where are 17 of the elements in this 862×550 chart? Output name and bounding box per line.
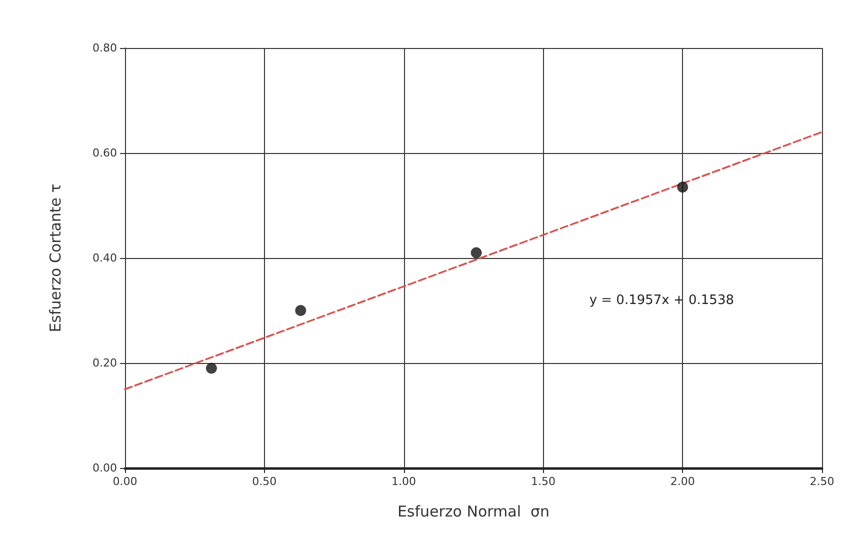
point — [206, 362, 217, 374]
x-tick-label: 0.00 — [112, 475, 138, 488]
x-tick-label: 1.00 — [392, 475, 416, 488]
y-tick-label: 0.80 — [92, 42, 117, 54]
x-tick-label: 2.00 — [670, 475, 695, 488]
x-axis-title: Esfuerzo Normal σn — [397, 502, 550, 520]
point — [295, 305, 306, 316]
x-tick-label: 2.50 — [810, 475, 834, 488]
y-tick-label: 0.40 — [92, 252, 117, 264]
y-tick-label: 0.20 — [92, 356, 117, 370]
point — [677, 182, 688, 193]
y-tick-label: 0.60 — [92, 146, 117, 160]
point — [470, 247, 482, 258]
y-tick-label: 0.00 — [92, 462, 117, 474]
x-tick-label: 0.50 — [252, 475, 277, 488]
y-axis-title: Esfuerzo Cortante τ — [46, 184, 64, 332]
x-tick-label: 1.50 — [530, 475, 556, 488]
